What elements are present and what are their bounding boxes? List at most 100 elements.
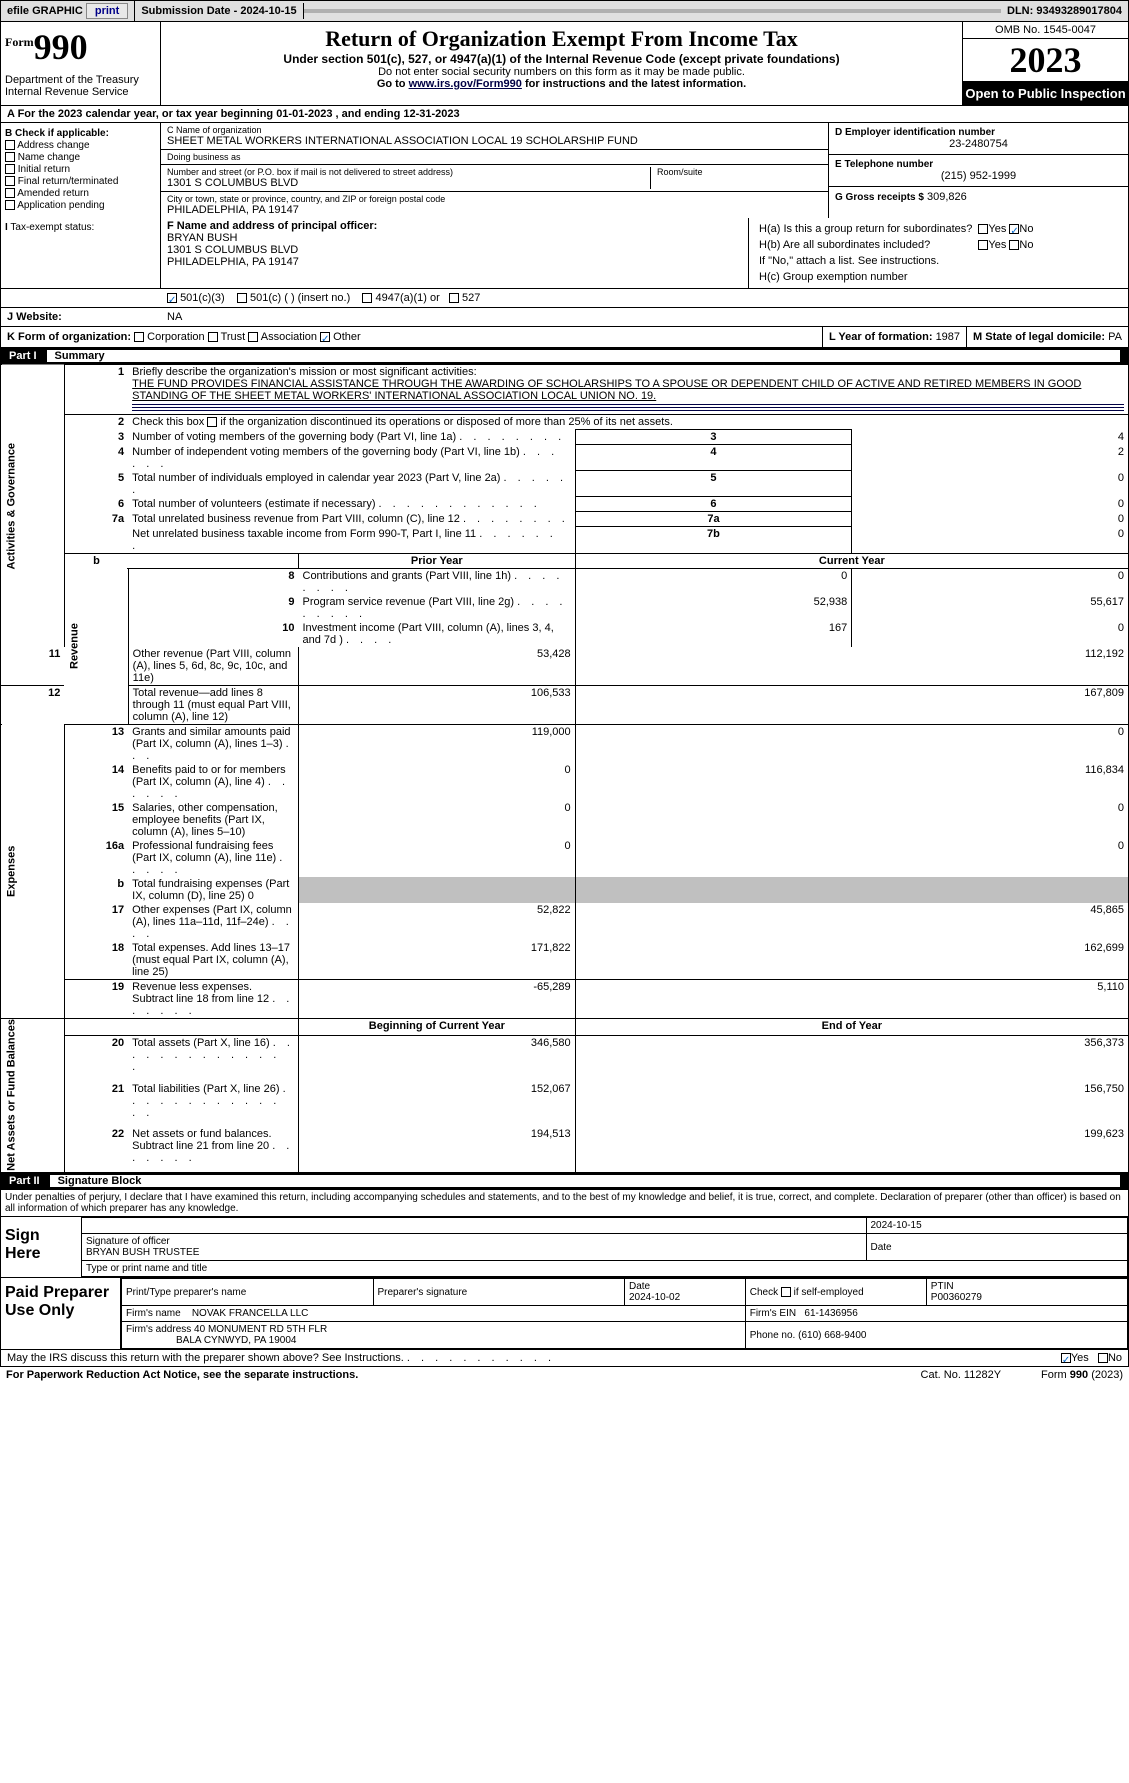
k-other: Other	[333, 331, 361, 343]
r18p: 171,822	[299, 941, 576, 980]
r18n: 18	[64, 941, 128, 980]
sig-type-lbl: Type or print name and title	[82, 1261, 1128, 1277]
sig-date: 2024-10-15	[866, 1218, 1128, 1234]
pp-c3l: Date	[629, 1281, 650, 1292]
r7av: 0	[852, 512, 1129, 527]
dln: DLN: 93493289017804	[1001, 3, 1128, 19]
r9n: 9	[128, 595, 298, 621]
ha-q: H(a) Is this a group return for subordin…	[757, 222, 974, 236]
pp-c1: Print/Type preparer's name	[122, 1279, 374, 1306]
hdr-prior: Prior Year	[299, 553, 576, 568]
form-990-num: 990	[34, 27, 88, 67]
form-header: Form990 Department of the Treasury Inter…	[0, 22, 1129, 106]
ein: 23-2480754	[835, 138, 1122, 150]
form-number: Form990	[5, 26, 156, 68]
r15t: Salaries, other compensation, employee b…	[132, 802, 278, 838]
hdr-end: End of Year	[575, 1018, 1128, 1036]
mission-text: THE FUND PROVIDES FINANCIAL ASSISTANCE T…	[132, 378, 1081, 402]
form-prefix: Form	[5, 35, 34, 49]
r14p: 0	[299, 763, 576, 801]
r18c: 162,699	[575, 941, 1128, 980]
r15c: 0	[575, 801, 1128, 839]
efile-label: efile GRAPHIC	[7, 5, 83, 17]
r19t: Revenue less expenses. Subtract line 18 …	[132, 981, 269, 1005]
pp-ptin: P00360279	[931, 1292, 982, 1303]
goto-prefix: Go to	[377, 78, 409, 90]
r15p: 0	[299, 801, 576, 839]
r8n: 8	[128, 568, 298, 595]
r4v: 2	[852, 445, 1129, 471]
r9p: 52,938	[575, 595, 852, 621]
r12t: Total revenue—add lines 8 through 11 (mu…	[133, 687, 291, 723]
footer-cat: Cat. No. 11282Y	[921, 1369, 1002, 1381]
r13c: 0	[575, 724, 1128, 763]
sig-date-lbl: Date	[866, 1234, 1128, 1261]
r3v: 4	[852, 430, 1129, 445]
r6v: 0	[852, 497, 1129, 512]
part2-header: Part II Signature Block	[0, 1173, 1129, 1190]
treasury-dept: Department of the Treasury Internal Reve…	[5, 74, 156, 98]
r17t: Other expenses (Part IX, column (A), lin…	[132, 904, 292, 928]
pp-c4: Check if self-employed	[750, 1287, 864, 1298]
r16bt: Total fundraising expenses (Part IX, col…	[132, 878, 289, 902]
lbl-website: J Website:	[7, 311, 62, 323]
period-row: A For the 2023 calendar year, or tax yea…	[0, 106, 1129, 123]
side-net: Net Assets or Fund Balances	[1, 1018, 65, 1173]
omb-number: OMB No. 1545-0047	[963, 22, 1128, 39]
k-assoc: Association	[261, 331, 317, 343]
ha-no: No	[1019, 223, 1033, 235]
phone: (215) 952-1999	[835, 170, 1122, 182]
box-h-table: H(a) Is this a group return for subordin…	[755, 220, 1037, 286]
lbl-dba: Doing business as	[167, 152, 822, 162]
open-inspection: Open to Public Inspection	[963, 82, 1128, 105]
r3t: Number of voting members of the governin…	[128, 430, 575, 445]
sign-here-block: Sign Here 2024-10-15 Signature of office…	[0, 1217, 1129, 1278]
pp-ein-lbl: Firm's EIN	[750, 1308, 796, 1319]
lbl-officer: F Name and address of principal officer:	[167, 220, 377, 232]
r16ac: 0	[575, 839, 1128, 877]
r19p: -65,289	[299, 979, 576, 1018]
pp-addr2: BALA CYNWYD, PA 19004	[176, 1335, 296, 1346]
pp-c3v: 2024-10-02	[629, 1292, 680, 1303]
r13p: 119,000	[299, 724, 576, 763]
print-button[interactable]: print	[86, 3, 128, 19]
paid-preparer-block: Paid Preparer Use Only Print/Type prepar…	[0, 1278, 1129, 1350]
r11p: 53,428	[299, 647, 576, 686]
sig-officer-name: BRYAN BUSH TRUSTEE	[86, 1247, 199, 1258]
part1-num: Part I	[9, 350, 47, 362]
pp-phone: (610) 668-9400	[798, 1330, 866, 1341]
r18t: Total expenses. Add lines 13–17 (must eq…	[132, 942, 290, 978]
r7an: 7a	[64, 512, 128, 527]
gross-receipts: 309,826	[927, 191, 967, 203]
r12p: 106,533	[299, 685, 576, 724]
topbar-spacer	[304, 9, 1001, 13]
r21c: 156,750	[575, 1082, 1128, 1127]
i-4947: 4947(a)(1) or	[376, 292, 440, 304]
i-527: 527	[462, 292, 480, 304]
r9c: 55,617	[852, 595, 1129, 621]
lbl-phone: E Telephone number	[835, 159, 1122, 170]
box-b: B Check if applicable: Address change Na…	[1, 123, 161, 218]
r20t: Total assets (Part X, line 16)	[132, 1037, 270, 1049]
addr: 1301 S COLUMBUS BLVD	[167, 177, 644, 189]
r21t: Total liabilities (Part X, line 26)	[132, 1083, 279, 1095]
pp-c5l: PTIN	[931, 1281, 954, 1292]
cb-pending: Application pending	[17, 200, 104, 211]
cb-final: Final return/terminated	[18, 176, 119, 187]
cb-address-change: Address change	[17, 140, 89, 151]
r3n: 3	[64, 430, 128, 445]
klm-row: K Form of organization: Corporation Trus…	[0, 327, 1129, 348]
r13n: 13	[64, 724, 128, 763]
r8c: 0	[852, 568, 1129, 595]
pp-addr1: 40 MONUMENT RD 5TH FLR	[194, 1324, 327, 1335]
k-corp: Corporation	[147, 331, 204, 343]
irs-link[interactable]: www.irs.gov/Form990	[409, 78, 522, 90]
r5t: Total number of individuals employed in …	[132, 472, 500, 484]
r10t: Investment income (Part VIII, column (A)…	[303, 622, 554, 646]
tax-year: 2023	[963, 39, 1128, 82]
hb-yes: Yes	[988, 239, 1006, 251]
info-grid: B Check if applicable: Address change Na…	[0, 123, 1129, 218]
officer-addr1: 1301 S COLUMBUS BLVD	[167, 244, 742, 256]
r19n: 19	[64, 979, 128, 1018]
r16bc	[575, 877, 1128, 903]
